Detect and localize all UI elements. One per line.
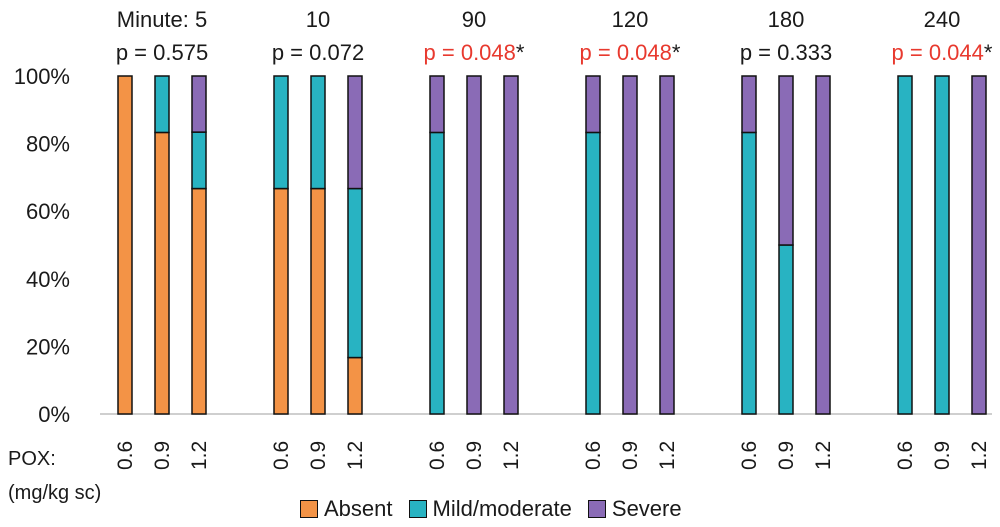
minute-label: Minute: 5 — [117, 7, 208, 32]
dose-tick-label: 1.2 — [500, 441, 523, 470]
p-value-label: p = 0.072 — [272, 40, 364, 65]
dose-tick-label: 0.6 — [270, 441, 293, 470]
p-value-text: p = 0.044 — [892, 40, 984, 65]
bar-segment-severe — [503, 75, 519, 415]
bar-segment-mild-moderate — [585, 131, 601, 415]
bar-segment-mild-moderate — [741, 131, 757, 415]
legend-item-severe: Severe — [587, 496, 682, 522]
dose-tick-label: 0.9 — [619, 441, 642, 470]
y-tick-label: 100% — [14, 64, 70, 89]
bar-segment-absent — [117, 75, 133, 415]
bar-segment-absent — [310, 187, 326, 415]
legend: Absent Mild/moderate Severe — [300, 494, 698, 524]
bar-segment-mild-moderate — [778, 244, 794, 415]
legend-item-mild-moderate: Mild/moderate — [408, 496, 572, 522]
legend-swatch-severe — [587, 500, 606, 518]
bar-segment-mild-moderate — [347, 187, 363, 359]
x-axis-label-line1: POX: — [8, 448, 56, 470]
dose-tick-label: 0.9 — [931, 441, 954, 470]
y-tick-label: 20% — [26, 334, 70, 359]
bar-segment-mild-moderate — [310, 75, 326, 190]
y-tick-label: 80% — [26, 132, 70, 157]
bar-segment-mild-moderate — [897, 75, 913, 415]
x-axis-label-line2: (mg/kg sc) — [8, 482, 102, 504]
p-value-label: p = 0.333 — [740, 40, 832, 65]
bar-segment-mild-moderate — [429, 131, 445, 415]
bar-segment-absent — [273, 187, 289, 415]
y-tick-label: 0% — [38, 402, 70, 427]
bar-segment-severe — [347, 75, 363, 190]
p-value-text: p = 0.072 — [272, 40, 364, 65]
legend-label-absent: Absent — [324, 496, 393, 521]
dose-tick-label: 1.2 — [188, 441, 211, 470]
dose-tick-label: 1.2 — [812, 441, 835, 470]
bar-segment-severe — [815, 75, 831, 415]
bar-segment-severe — [778, 75, 794, 246]
minute-label: 240 — [924, 7, 961, 32]
p-value-label: p = 0.575 — [116, 40, 208, 65]
bar-segment-severe — [971, 75, 987, 415]
dose-tick-label: 1.2 — [968, 441, 991, 470]
bar-segment-mild-moderate — [934, 75, 950, 415]
dose-tick-label: 0.6 — [114, 441, 137, 470]
bar-segment-severe — [585, 75, 601, 134]
p-value-star: * — [984, 40, 993, 65]
y-tick-label: 60% — [26, 199, 70, 224]
dose-tick-label: 1.2 — [656, 441, 679, 470]
dose-tick-label: 0.6 — [738, 441, 761, 470]
p-value-text: p = 0.333 — [740, 40, 832, 65]
bar-segment-severe — [741, 75, 757, 134]
minute-label: 120 — [612, 7, 649, 32]
bar-segment-severe — [191, 75, 207, 133]
minute-label: 90 — [462, 7, 486, 32]
p-value-text: p = 0.575 — [116, 40, 208, 65]
p-value-text: p = 0.048 — [424, 40, 516, 65]
dose-tick-label: 0.6 — [426, 441, 449, 470]
bar-segment-mild-moderate — [273, 75, 289, 190]
dose-tick-label: 0.6 — [582, 441, 605, 470]
legend-swatch-absent — [300, 500, 318, 518]
bar-segment-severe — [466, 75, 482, 415]
minute-label: 10 — [306, 7, 330, 32]
bar-segment-severe — [429, 75, 445, 134]
dose-tick-label: 0.9 — [307, 441, 330, 470]
dose-tick-label: 0.6 — [894, 441, 917, 470]
y-tick-label: 40% — [26, 267, 70, 292]
dose-tick-label: 0.9 — [775, 441, 798, 470]
legend-label-severe: Severe — [611, 496, 682, 521]
bar-segment-mild-moderate — [191, 131, 207, 190]
dose-tick-label: 0.9 — [463, 441, 486, 470]
p-value-text: p = 0.048 — [580, 40, 672, 65]
p-value-label: p = 0.048* — [580, 40, 681, 65]
bar-segment-absent — [154, 131, 170, 415]
bar-segment-severe — [659, 75, 675, 415]
dose-tick-label: 0.9 — [151, 441, 174, 470]
dose-tick-label: 1.2 — [344, 441, 367, 470]
legend-item-absent: Absent — [300, 496, 393, 522]
bar-segment-absent — [347, 356, 363, 415]
p-value-label: p = 0.044* — [892, 40, 993, 65]
minute-label: 180 — [768, 7, 805, 32]
legend-label-mild-moderate: Mild/moderate — [432, 496, 572, 521]
bar-segment-absent — [191, 187, 207, 415]
bar-segment-mild-moderate — [154, 75, 170, 134]
p-value-label: p = 0.048* — [424, 40, 525, 65]
bar-segment-severe — [622, 75, 638, 415]
p-value-star: * — [516, 40, 525, 65]
legend-swatch-mild-moderate — [408, 500, 427, 518]
p-value-star: * — [672, 40, 681, 65]
